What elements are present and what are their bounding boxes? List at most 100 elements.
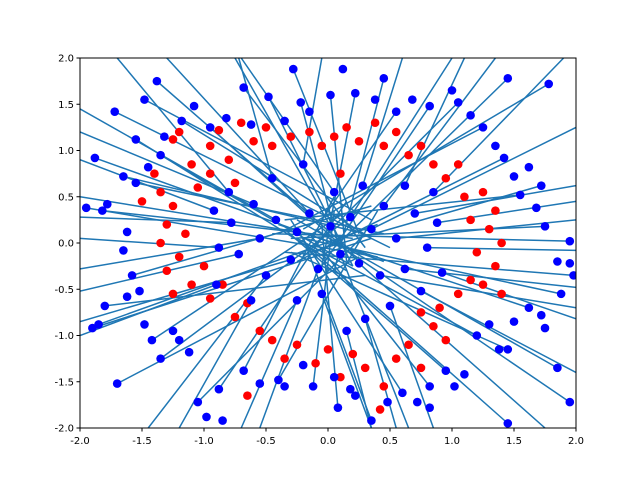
blue-point <box>346 212 355 222</box>
blue-point <box>536 181 546 190</box>
blue-point <box>288 64 298 74</box>
blue-point <box>122 292 132 301</box>
segment-line <box>315 228 571 403</box>
segment-line <box>362 58 404 186</box>
blue-point <box>202 412 211 422</box>
blue-point <box>379 74 389 83</box>
red-point <box>497 238 506 248</box>
red-point <box>360 363 370 373</box>
segment-line <box>80 283 217 337</box>
blue-points-layer <box>81 64 576 428</box>
blue-point <box>358 181 368 190</box>
blue-point <box>214 243 224 252</box>
blue-point <box>177 116 186 126</box>
segment-line <box>364 318 397 428</box>
blue-point <box>239 83 248 92</box>
red-point <box>156 187 165 197</box>
blue-point <box>466 111 475 120</box>
red-point <box>460 192 469 202</box>
blue-point <box>143 162 153 172</box>
blue-point <box>147 335 157 345</box>
blue-point <box>425 101 434 111</box>
segment-line <box>321 111 397 221</box>
segment-line <box>339 253 410 428</box>
segment-line <box>80 253 239 292</box>
blue-point <box>110 107 120 116</box>
red-point <box>292 340 302 350</box>
blue-point <box>350 88 360 98</box>
red-point <box>168 289 178 299</box>
red-points-layer <box>137 118 506 414</box>
blue-point <box>329 372 339 382</box>
blue-point <box>261 271 271 280</box>
red-point <box>342 123 351 132</box>
red-point <box>379 141 389 151</box>
blue-point <box>205 123 215 132</box>
blue-point <box>308 382 318 391</box>
blue-point <box>280 116 289 126</box>
blue-point <box>338 64 348 74</box>
red-point <box>267 335 277 345</box>
blue-point <box>90 153 100 163</box>
red-point <box>280 354 289 363</box>
blue-point <box>274 375 283 385</box>
red-point <box>305 127 314 137</box>
blue-point <box>313 264 323 274</box>
blue-point <box>212 280 221 289</box>
segment-line <box>80 159 215 212</box>
segment-line <box>80 108 277 221</box>
y-tick-label: -1.0 <box>54 331 74 342</box>
blue-point <box>422 243 432 252</box>
red-point <box>168 201 178 211</box>
blue-point <box>410 209 420 218</box>
segment-line <box>80 196 298 233</box>
blue-point <box>491 141 500 151</box>
red-point <box>255 326 265 336</box>
x-tick-label: 1.0 <box>444 436 460 447</box>
blue-point <box>383 397 392 407</box>
segment-line <box>329 94 348 262</box>
blue-point <box>239 366 248 375</box>
segment-line <box>237 58 273 179</box>
blue-point <box>478 123 488 132</box>
blue-point <box>317 289 327 299</box>
y-tick-label: -1.5 <box>54 377 74 388</box>
red-point <box>391 127 401 137</box>
red-point <box>441 173 451 183</box>
blue-point <box>267 173 277 183</box>
blue-point <box>214 384 224 394</box>
blue-point <box>565 236 575 246</box>
blue-point <box>540 323 550 333</box>
blue-point <box>432 218 442 227</box>
blue-point <box>222 113 231 123</box>
blue-point <box>370 95 380 104</box>
blue-point <box>472 331 482 340</box>
segment-line <box>259 268 319 428</box>
blue-point <box>271 215 281 225</box>
blue-point <box>88 323 97 333</box>
red-point <box>391 354 401 363</box>
red-point <box>205 169 215 178</box>
blue-point <box>453 98 463 107</box>
segment-line <box>441 271 576 320</box>
red-point <box>311 358 320 368</box>
blue-point <box>354 259 364 268</box>
blue-point <box>515 190 525 200</box>
blue-point <box>156 354 165 363</box>
segment-line <box>80 216 232 224</box>
blue-point <box>509 317 519 326</box>
red-point <box>416 363 426 373</box>
segment-line <box>414 184 576 215</box>
segment-line <box>197 233 366 403</box>
red-point <box>150 169 159 178</box>
red-point <box>187 280 196 289</box>
y-tick-label: 0.0 <box>58 239 74 250</box>
blue-point <box>292 227 302 237</box>
segment-line <box>290 225 546 240</box>
x-tick-label: -0.5 <box>256 436 276 447</box>
blue-point <box>246 120 256 129</box>
red-point <box>453 160 463 169</box>
blue-point <box>140 95 149 104</box>
segment-line <box>240 300 298 428</box>
